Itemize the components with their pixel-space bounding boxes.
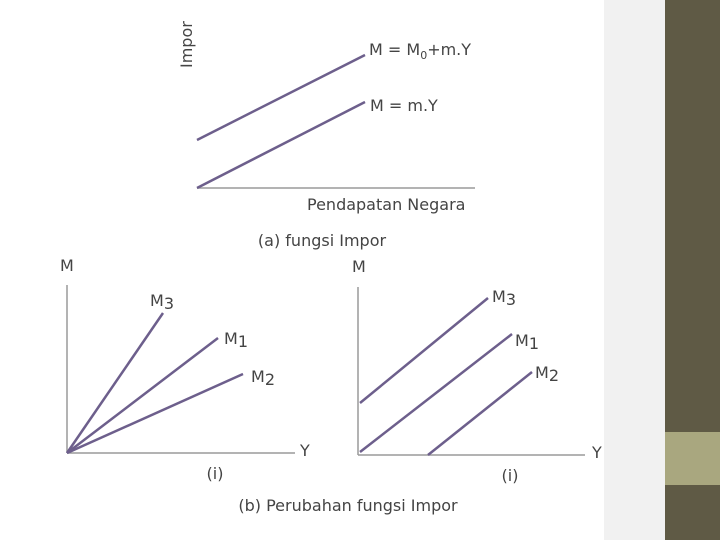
line-label: M3 xyxy=(150,291,174,313)
import-line xyxy=(66,337,219,454)
import-line xyxy=(196,100,366,190)
import-line xyxy=(66,372,244,455)
line-label: M1 xyxy=(515,331,539,353)
line-label: M1 xyxy=(224,329,248,351)
caption: (b) Perubahan fungsi Impor xyxy=(238,496,458,515)
y-axis-label: Impor xyxy=(177,21,196,68)
import-line xyxy=(359,297,489,404)
line-label: M = m.Y xyxy=(370,96,438,115)
import-line xyxy=(196,53,366,142)
x-axis-label: Y xyxy=(591,443,602,462)
y-axis-label: M xyxy=(352,257,366,276)
caption: (a) fungsi Impor xyxy=(258,231,387,250)
import-line xyxy=(359,333,513,453)
line-label: M3 xyxy=(492,287,516,309)
caption: (i) xyxy=(502,466,519,485)
line-label: M2 xyxy=(535,363,559,385)
caption: (i) xyxy=(207,464,224,483)
import-line xyxy=(65,312,165,454)
line-label: M = M0+m.Y xyxy=(369,40,471,62)
x-axis-label: Y xyxy=(299,441,310,460)
line-label: M2 xyxy=(251,367,275,389)
side-accent xyxy=(665,432,720,485)
y-axis-label: M xyxy=(60,256,74,275)
slide-margin xyxy=(604,0,665,540)
x-axis-label: Pendapatan Negara xyxy=(307,195,465,214)
import-line xyxy=(427,371,533,456)
